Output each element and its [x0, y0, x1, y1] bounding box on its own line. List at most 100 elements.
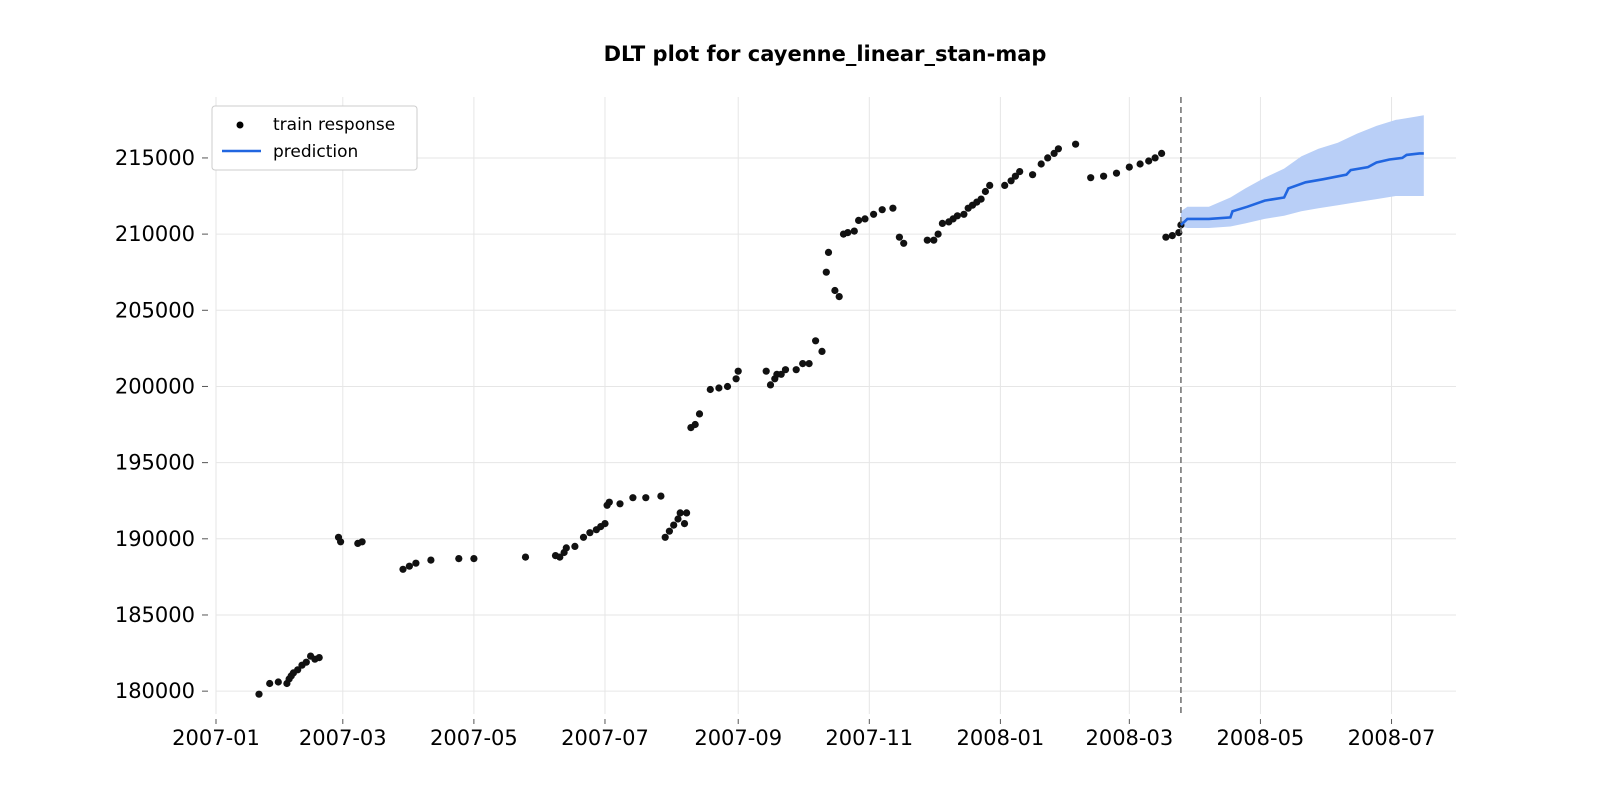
train-response-point	[1054, 145, 1062, 153]
train-response-point	[1072, 140, 1080, 148]
train-response-point	[642, 494, 650, 502]
train-response-point	[674, 515, 682, 523]
train-response-point	[1037, 160, 1045, 168]
x-tick-label: 2007-05	[430, 726, 518, 750]
train-response-point	[723, 382, 732, 391]
train-response-point	[923, 236, 931, 244]
legend-train-response-marker	[236, 121, 244, 129]
train-response-point	[1007, 177, 1015, 185]
x-tick-label: 2008-01	[957, 726, 1045, 750]
prediction-interval-band	[1180, 115, 1424, 228]
train-response-point	[822, 268, 830, 276]
train-response-point	[1125, 163, 1133, 171]
train-response-point	[900, 239, 908, 247]
train-response-point	[895, 233, 904, 241]
train-response-point	[953, 212, 962, 220]
train-response-point	[981, 187, 990, 196]
train-response-point	[1011, 172, 1020, 180]
train-response-point	[1162, 233, 1170, 241]
train-response-point	[1145, 157, 1153, 165]
train-response-point	[855, 216, 863, 224]
train-response-point	[556, 553, 564, 561]
train-response-point	[777, 370, 785, 378]
train-response-point	[315, 654, 323, 662]
legend-prediction-label: prediction	[273, 142, 358, 162]
train-response-point	[670, 521, 678, 529]
x-tick-label: 2007-03	[299, 726, 387, 750]
train-response-point	[1087, 174, 1095, 182]
train-response-point	[792, 366, 800, 374]
train-response-point	[455, 555, 463, 563]
train-response-point	[1016, 168, 1024, 176]
train-response-point	[521, 553, 530, 561]
train-response-point	[337, 538, 345, 546]
train-response-point	[732, 375, 740, 383]
train-response-point	[781, 366, 790, 374]
y-tick-label: 180000	[115, 679, 195, 703]
train-response-point	[960, 210, 968, 218]
chart-title: DLT plot for cayenne_linear_stan-map	[604, 42, 1047, 66]
y-tick-label: 185000	[115, 603, 195, 627]
train-response-point	[1168, 232, 1176, 240]
train-response-point	[605, 498, 613, 506]
train-response-point	[562, 544, 570, 552]
grid-layer	[215, 97, 1456, 714]
train-response-point	[870, 210, 878, 218]
train-response-point	[427, 556, 435, 564]
train-response-point	[657, 492, 665, 500]
train-response-point	[586, 529, 594, 537]
train-response-point	[850, 227, 858, 235]
train-response-point	[889, 204, 897, 212]
train-response-point	[831, 286, 839, 295]
train-response-point	[1029, 171, 1037, 179]
train-response-point	[706, 385, 714, 394]
legend-box	[211, 105, 418, 171]
legend-train-response-label: train response	[273, 115, 395, 135]
train-response-point	[861, 215, 869, 223]
train-response-point	[266, 679, 274, 688]
train-response-point	[405, 562, 413, 570]
train-response-point	[676, 509, 684, 517]
train-response-point	[691, 420, 699, 429]
y-tick-label: 195000	[115, 451, 195, 475]
train-response-point	[934, 230, 942, 238]
train-response-point	[571, 542, 579, 551]
train-response-point	[938, 219, 947, 227]
train-response-point	[695, 410, 704, 418]
train-response-point	[470, 555, 478, 563]
train-response-point	[412, 559, 420, 567]
x-tick-label: 2008-05	[1217, 726, 1305, 750]
x-tick-label: 2007-09	[694, 726, 782, 750]
train-response-point	[1100, 172, 1108, 180]
axis-layer: 2007-01 2007-03 2007-05 2007-07 2007-09 2007-…	[115, 146, 1436, 750]
train-response-point	[844, 229, 852, 237]
train-response-point	[302, 658, 310, 666]
train-response-point	[986, 181, 994, 189]
train-response-point	[1151, 154, 1159, 162]
x-tick-label: 2007-07	[561, 726, 649, 750]
prediction-line	[1180, 152, 1424, 226]
train-response-point	[1136, 160, 1144, 168]
y-tick-label: 190000	[115, 527, 195, 551]
train-response-point	[1044, 154, 1052, 162]
train-response-point	[601, 520, 609, 528]
train-response-point	[824, 248, 833, 256]
train-response-point	[661, 533, 669, 541]
train-response-point	[294, 666, 302, 674]
train-response-point	[715, 384, 723, 392]
legend: train response prediction	[211, 105, 418, 171]
train-response-point	[1112, 169, 1121, 177]
y-tick-label: 210000	[115, 222, 195, 246]
train-response-point	[358, 538, 366, 546]
train-response-point	[930, 236, 938, 244]
train-response-point	[1158, 149, 1166, 157]
train-response-points	[255, 140, 1185, 698]
train-response-point	[629, 494, 637, 502]
train-response-point	[835, 293, 843, 301]
train-response-point	[805, 360, 813, 368]
x-tick-label: 2008-07	[1348, 726, 1436, 750]
y-tick-label: 205000	[115, 298, 195, 322]
train-response-point	[878, 206, 886, 214]
train-response-point	[812, 337, 820, 345]
